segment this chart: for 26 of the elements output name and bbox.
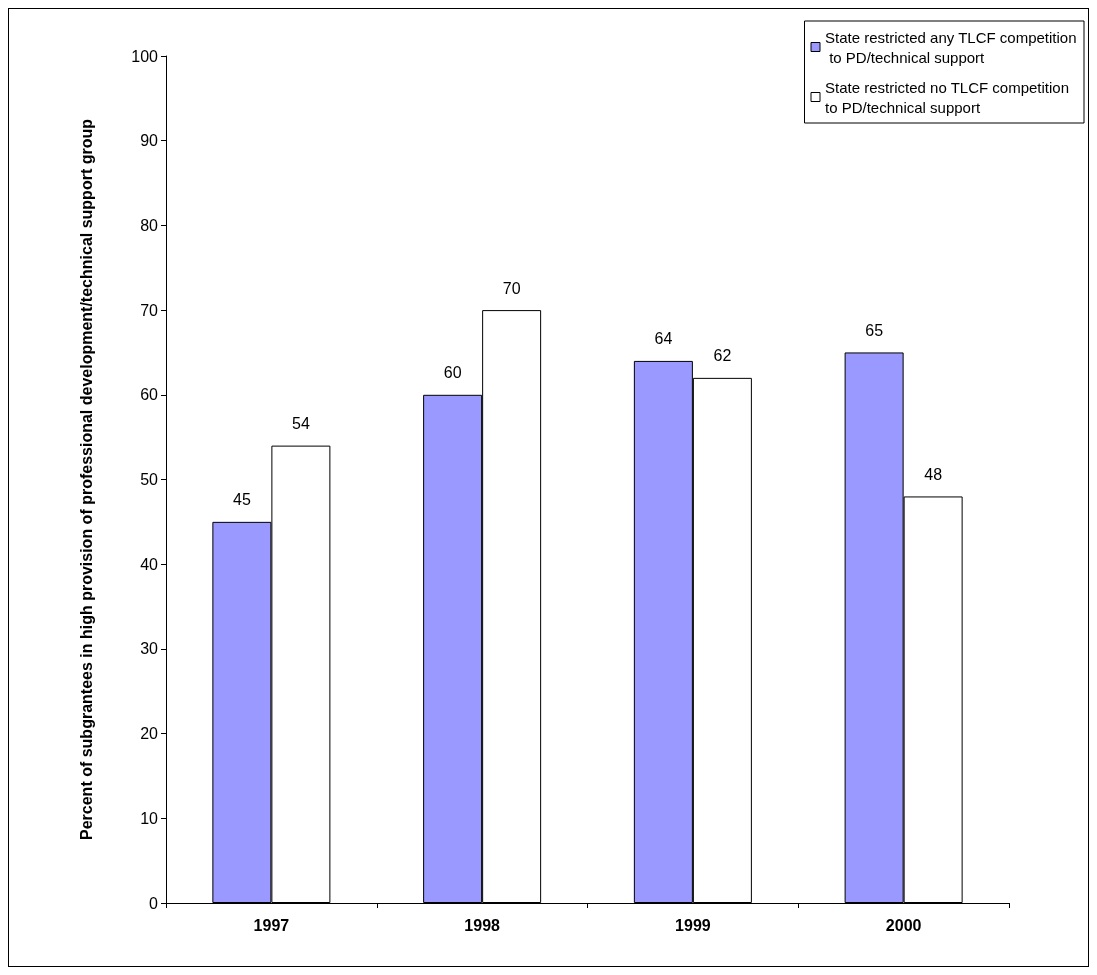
y-tick-label: 30 xyxy=(140,640,159,658)
data-label: 62 xyxy=(713,347,732,365)
y-tick-label: 20 xyxy=(140,725,159,743)
y-tick-label: 90 xyxy=(140,132,159,150)
data-label: 54 xyxy=(291,415,310,433)
y-tick-label: 0 xyxy=(149,894,159,912)
y-tick-label: 70 xyxy=(140,301,159,319)
y-tick-label: 50 xyxy=(140,471,159,488)
data-label: 64 xyxy=(654,330,673,348)
data-label: 70 xyxy=(502,279,521,297)
legend-label: State restricted no TLCF competition to PD/technical support xyxy=(825,78,1074,116)
data-label: 60 xyxy=(443,364,462,382)
x-tick-label: 1998 xyxy=(464,916,501,934)
y-tick-label: 60 xyxy=(140,386,159,404)
x-tick-label: 2000 xyxy=(885,916,922,934)
x-tick-label: 1999 xyxy=(675,916,711,934)
y-tick-label: 10 xyxy=(140,809,159,827)
y-tick-label: 40 xyxy=(140,555,159,573)
x-tick-label: 1997 xyxy=(253,916,290,934)
y-tick-label: 80 xyxy=(140,216,159,234)
data-label: 65 xyxy=(865,321,884,339)
data-label: 45 xyxy=(232,491,251,509)
y-axis-title: Percent of subgrantees in high provision of professional development/technical support group xyxy=(77,118,95,840)
data-label: 48 xyxy=(924,465,943,483)
legend-label: State restricted any TLCF competition to PD/technical support xyxy=(825,28,1077,66)
y-tick-label: 100 xyxy=(131,47,159,65)
